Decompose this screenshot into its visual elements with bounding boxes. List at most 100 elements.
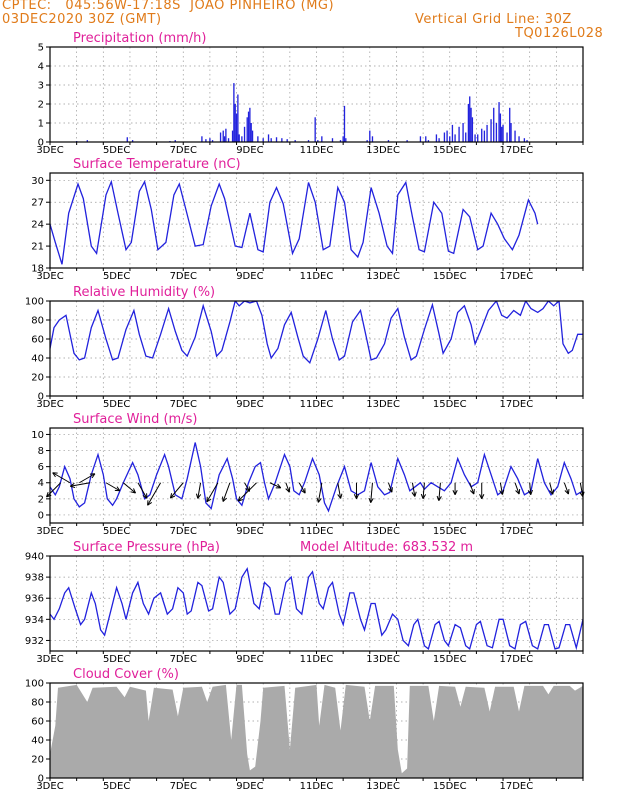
precip-bar [443,132,446,142]
y-tick-label: 0 [38,138,44,149]
precip-bar [243,126,246,142]
x-date-label: 3DEC [36,526,63,537]
x-date-label: 9DEC [236,526,263,537]
y-tick-label: 21 [31,242,44,253]
precip-bar [510,123,512,142]
precip-bar [371,136,374,142]
wind-arrow [137,482,148,499]
precip-bar [251,130,254,142]
precip-bar [227,138,230,142]
precip-bar [493,107,495,142]
y-tick-label: 940 [25,552,44,563]
x-date-label: 3DEC [36,399,63,410]
precip-bar [369,130,371,142]
wind-arrow [549,482,555,495]
x-date-label: 11DEC [300,145,334,156]
y-tick-label: 934 [25,615,44,626]
precip-bar [506,132,508,142]
x-date-label: 11DEC [300,654,334,665]
x-date-label: 9DEC [236,271,263,282]
x-date-label: 15DEC [433,271,467,282]
panel-cloud: 0 20 40 60 80 100 3DEC 5DEC 7DEC 9DEC 11DEC 13DEC 15… [25,667,584,792]
precip-bar [86,140,88,142]
rh-series-line [50,301,583,365]
precip-bar [234,104,236,142]
wind-arrow [105,482,121,492]
panel-title: Surface Pressure (hPa) [73,540,220,555]
x-date-label: 3DEC [36,654,63,665]
y-tick-label: 18 [31,264,44,275]
wind-arrow [479,482,485,499]
x-date-label: 15DEC [433,526,467,537]
precip-bar [331,138,334,142]
precip-bar [307,140,310,142]
y-tick-label: 4 [38,478,44,489]
precip-bar [342,136,344,142]
pressure-series-line [50,566,583,651]
precip-bar [406,140,408,142]
precip-bar [126,137,128,142]
cloud-area [50,684,583,778]
wind-arrow [147,482,162,506]
y-tick-label: 80 [31,316,44,327]
precip-bar [366,140,368,142]
precip-bar [502,124,504,142]
precip-bar [523,138,526,142]
precip-bar [499,113,502,142]
header-code: TQ0126L028 [515,26,604,41]
x-date-label: 15DEC [433,399,467,410]
x-date-label: 15DEC [433,781,467,792]
x-date-label: 11DEC [300,781,334,792]
precip-bar [247,111,250,142]
x-date-label: 17DEC [500,271,534,282]
x-date-label: 5DEC [103,399,130,410]
precip-bar [446,130,448,142]
precip-bar [454,134,456,142]
precip-bar [270,138,272,142]
precip-bar [345,138,347,142]
x-date-label: 7DEC [170,399,197,410]
x-date-label: 3DEC [36,271,63,282]
wind-arrow [316,482,323,503]
precip-bar [467,104,470,142]
precip-bar [294,140,296,142]
x-date-label: 13DEC [366,654,400,665]
precip-bar [225,128,227,142]
x-date-label: 7DEC [170,781,197,792]
precip-bar [495,123,498,142]
x-date-label: 17DEC [500,781,534,792]
wind-arrows [46,472,585,506]
wind-arrow [52,472,71,484]
precip-bar [339,140,342,142]
precip-bar [275,137,278,142]
y-tick-label: 932 [25,636,44,647]
precip-bar [427,140,430,142]
wind-arrow [563,482,570,495]
wind-arrow [206,482,219,503]
x-date-label: 5DEC [103,526,130,537]
y-tick-label: 40 [31,354,44,365]
x-date-label: 7DEC [170,526,197,537]
y-tick-label: 938 [25,573,44,584]
panel-temp: 18 21 24 27 30 3DEC 5DEC 7DEC 9DEC 11DEC 13DEC 15DE… [31,157,584,282]
wind-arrow [222,482,231,502]
y-tick-label: 8 [38,446,44,457]
precip-bar [321,136,323,142]
x-date-label: 9DEC [236,145,263,156]
precip-bar [201,136,203,142]
panel-title: Cloud Cover (%) [73,667,179,682]
wind-arrow [452,482,458,495]
y-tick-label: 30 [31,176,44,187]
y-tick-label: 20 [31,373,44,384]
precip-bar [286,139,288,142]
precip-bar [483,130,486,142]
precip-bar [435,134,438,142]
wind-arrow [237,482,257,502]
wind-arrow [298,482,306,494]
y-tick-label: 1 [38,119,44,130]
model-altitude: Model Altitude: 683.532 m [300,540,473,555]
precip-bar [469,96,471,142]
precip-bar [509,107,511,142]
x-date-label: 9DEC [236,654,263,665]
x-date-label: 15DEC [433,145,467,156]
